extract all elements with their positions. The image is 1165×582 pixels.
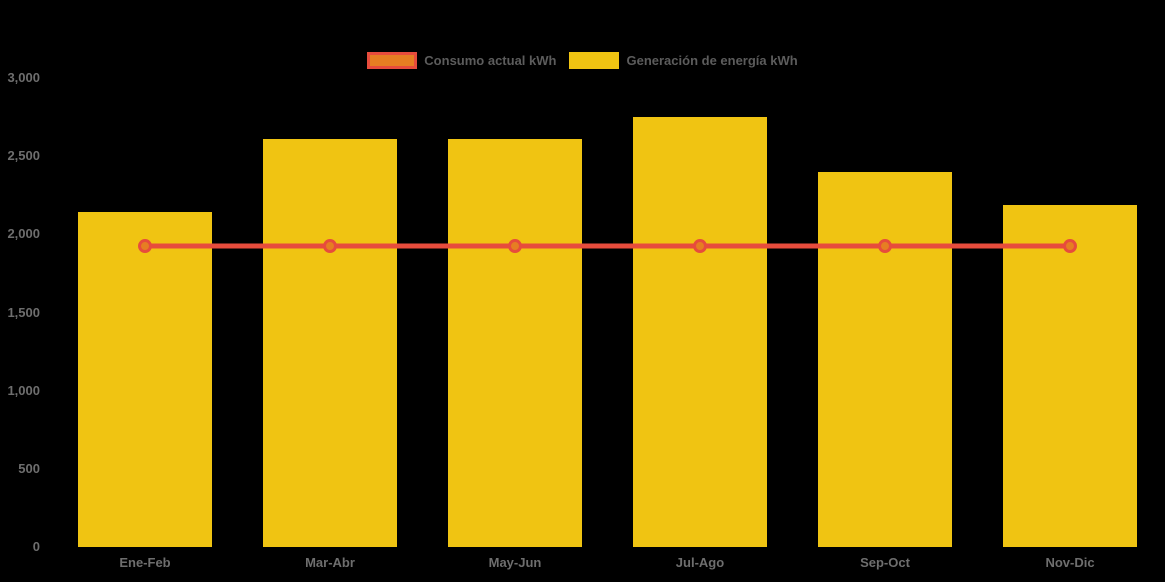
x-axis-label: Ene-Feb bbox=[119, 555, 171, 570]
bar-generacion[interactable] bbox=[78, 212, 212, 547]
x-axis-label: Nov-Dic bbox=[1045, 555, 1095, 570]
x-axis-label: Mar-Abr bbox=[305, 555, 355, 570]
line-marker[interactable] bbox=[508, 239, 522, 254]
bar-generacion[interactable] bbox=[818, 171, 952, 547]
y-axis-tick-label: 1,500 bbox=[7, 304, 40, 320]
legend-swatch-generacion-icon bbox=[569, 52, 620, 69]
legend-swatch-consumo-icon bbox=[367, 52, 418, 69]
y-axis-tick-label: 1,000 bbox=[7, 382, 40, 398]
legend: Consumo actual kWh Generación de energía… bbox=[0, 52, 1165, 69]
bar-generacion[interactable] bbox=[1003, 204, 1137, 547]
bar-generacion[interactable] bbox=[633, 117, 767, 547]
y-axis-tick-label: 500 bbox=[18, 460, 40, 476]
legend-item-generacion[interactable]: Generación de energía kWh bbox=[569, 52, 798, 69]
line-marker[interactable] bbox=[1063, 239, 1077, 254]
x-axis-label: May-Jun bbox=[488, 555, 542, 570]
line-marker[interactable] bbox=[693, 239, 707, 254]
x-axis-label: Jul-Ago bbox=[675, 555, 725, 570]
line-marker[interactable] bbox=[878, 239, 892, 254]
legend-label-generacion: Generación de energía kWh bbox=[626, 53, 798, 68]
y-axis-tick-label: 3,000 bbox=[7, 70, 40, 85]
line-marker[interactable] bbox=[323, 239, 337, 254]
bar-generacion[interactable] bbox=[263, 138, 397, 547]
y-axis-tick-label: 0 bbox=[32, 539, 40, 554]
legend-label-consumo: Consumo actual kWh bbox=[424, 53, 557, 68]
bar-generacion[interactable] bbox=[448, 138, 582, 547]
line-marker[interactable] bbox=[138, 239, 152, 254]
y-axis-tick-label: 2,000 bbox=[7, 226, 40, 242]
y-axis-tick-label: 2,500 bbox=[7, 148, 40, 164]
legend-item-consumo[interactable]: Consumo actual kWh bbox=[367, 52, 556, 69]
x-axis-label: Sep-Oct bbox=[860, 555, 910, 570]
